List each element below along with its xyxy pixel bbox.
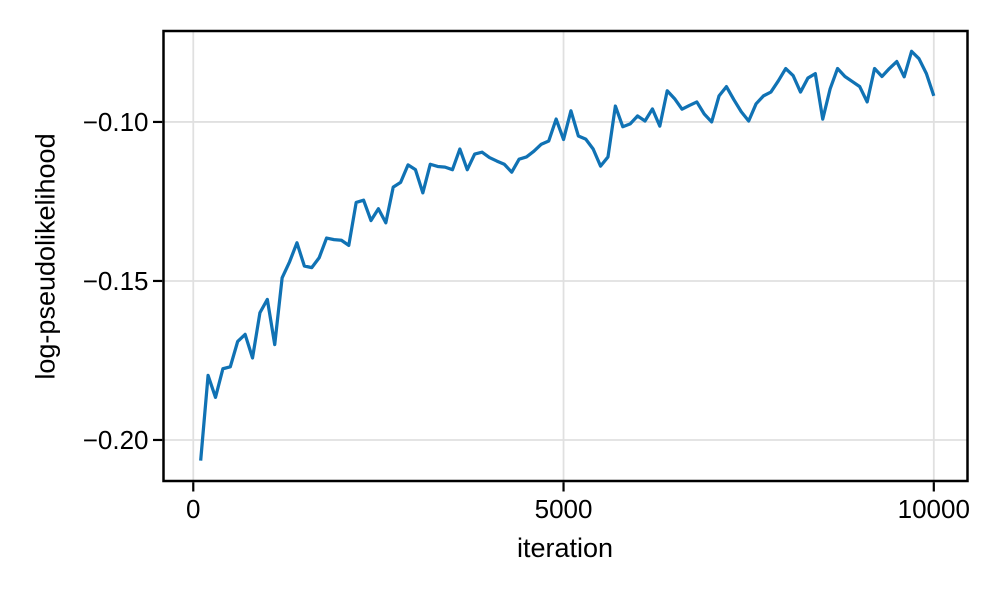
y-tick-label: −0.20 xyxy=(83,425,149,455)
x-axis-label: iteration xyxy=(516,533,614,563)
plot-frame xyxy=(162,29,969,483)
gridlines xyxy=(163,31,968,481)
y-tick-label: −0.15 xyxy=(83,266,149,296)
y-tick-label: −0.10 xyxy=(83,107,149,137)
tick-labels: 0 5000 10000 −0.10 −0.15 −0.20 xyxy=(83,107,970,524)
x-tick-label: 0 xyxy=(186,494,200,524)
x-tick-label: 5000 xyxy=(535,494,593,524)
x-tick-label: 10000 xyxy=(898,494,970,524)
y-axis-label: log-pseudolikelihood xyxy=(30,133,61,380)
data-line xyxy=(199,49,936,461)
axis-ticks xyxy=(153,120,935,492)
